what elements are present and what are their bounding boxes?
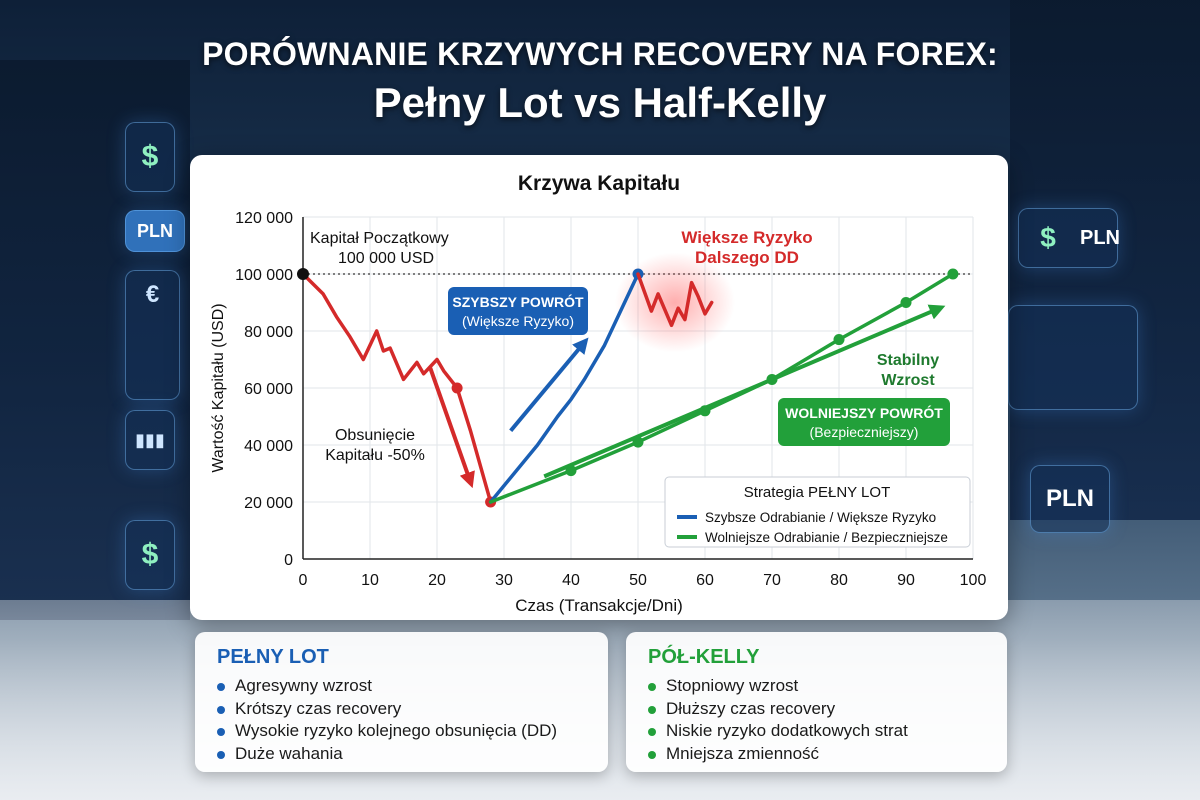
annotation-drawdown: Kapitału -50% — [325, 447, 425, 464]
y-tick-label: 40 000 — [244, 438, 293, 455]
annotation-risk: Większe Ryzyko — [681, 228, 812, 247]
x-tick-label: 90 — [897, 572, 915, 589]
dollar-icon: $ — [141, 538, 159, 571]
annotation-risk: Dalszego DD — [695, 248, 799, 267]
callout-slow-subtitle: (Bezpieczniejszy) — [810, 424, 919, 440]
half-kelly-box: PÓŁ-KELLY Stopniowy wzrost Dłuższy czas … — [626, 632, 1007, 772]
data-point-marker — [947, 268, 959, 280]
background-panel — [1030, 465, 1110, 533]
risk-zone-glow — [614, 252, 735, 353]
start-point-marker — [297, 268, 309, 280]
currency-tag-pln: PLN — [137, 220, 173, 241]
title-line-1: PORÓWNANIE KRZYWYCH RECOVERY NA FOREX: — [202, 36, 998, 72]
annotation-stable: Wzrost — [881, 372, 935, 389]
chart-card: Krzywa Kapitału 0 10 20 30 40 50 60 70 80 90 100 0 20… — [190, 155, 1008, 620]
y-tick-label: 20 000 — [244, 495, 293, 512]
annotation-start: Kapitał Początkowy — [310, 230, 449, 247]
half-kelly-title: PÓŁ-KELLY — [648, 646, 760, 668]
full-lot-list: Agresywny wzrost Krótszy czas recovery W… — [217, 675, 586, 765]
full-lot-title: PEŁNY LOT — [217, 646, 329, 668]
list-item: Mniejsza zmienność — [648, 743, 985, 766]
legend-title: Strategia PEŁNY LOT — [744, 484, 890, 501]
x-tick-label: 50 — [629, 572, 647, 589]
dollar-icon: $ — [1040, 222, 1056, 253]
background-panel — [125, 520, 175, 590]
list-item: Dłuższy czas recovery — [648, 698, 985, 721]
x-tick-label: 0 — [299, 572, 308, 589]
callout-fast-title: SZYBSZY POWRÓT — [452, 293, 584, 310]
callout-fast-box — [448, 287, 588, 335]
y-tick-label: 80 000 — [244, 324, 293, 341]
y-tick-label: 0 — [284, 552, 293, 569]
y-tick-label: 120 000 — [235, 210, 293, 227]
list-item: Krótszy czas recovery — [217, 698, 586, 721]
y-tick-label: 100 000 — [235, 267, 293, 284]
dollar-icon: $ — [141, 140, 159, 173]
page-title: PORÓWNANIE KRZYWYCH RECOVERY NA FOREX: P… — [0, 36, 1200, 127]
background-panel — [125, 410, 175, 470]
euro-icon: € — [145, 281, 160, 308]
legend-box — [664, 476, 971, 548]
currency-tag-pln: PLN — [1046, 485, 1094, 512]
trend-arrow — [543, 304, 946, 479]
list-item: Niskie ryzyko dodatkowych strat — [648, 720, 985, 743]
trend-arrow — [428, 367, 475, 489]
x-tick-label: 10 — [361, 572, 379, 589]
callout-slow-box — [778, 398, 950, 446]
y-axis-label: Wartość Kapitału (USD) — [210, 303, 227, 472]
chart-title: Krzywa Kapitału — [518, 172, 680, 195]
list-item: Wysokie ryzyko kolejnego obsunięcia (DD) — [217, 720, 586, 743]
data-point-marker — [900, 297, 912, 308]
legend-entry-label: Wolniejsze Odrabianie / Bezpieczniejsze — [705, 530, 948, 545]
background-panel — [125, 122, 175, 192]
x-tick-label: 80 — [830, 572, 848, 589]
x-tick-label: 30 — [495, 572, 513, 589]
legend-entry-label: Szybsze Odrabianie / Większe Ryzyko — [705, 510, 936, 525]
background-panel — [1008, 305, 1138, 410]
half-kelly-list: Stopniowy wzrost Dłuższy czas recovery N… — [648, 675, 985, 765]
bar-chart-icon: ▮▮▮ — [135, 429, 165, 450]
currency-tag-pln: PLN — [1080, 226, 1120, 249]
drawdown-line — [301, 272, 493, 504]
x-axis-label: Czas (Transakcje/Dni) — [515, 596, 683, 615]
callout-slow-title: WOLNIEJSZY POWRÓT — [785, 404, 943, 421]
data-point-marker — [833, 334, 845, 346]
annotation-stable: Stabilny — [877, 352, 939, 369]
title-line-2: Pełny Lot vs Half-Kelly — [373, 79, 827, 126]
x-tick-label: 40 — [562, 572, 580, 589]
annotation-start: 100 000 USD — [338, 250, 434, 267]
callout-fast-subtitle: (Większe Ryzyko) — [462, 313, 574, 329]
background-panel — [125, 270, 180, 400]
list-item: Duże wahania — [217, 743, 586, 766]
risk-further-dd-line — [636, 272, 714, 328]
equity-curve-chart: Krzywa Kapitału 0 10 20 30 40 50 60 70 80 90 100 0 20… — [210, 172, 987, 615]
list-item: Agresywny wzrost — [217, 675, 586, 698]
annotation-drawdown: Obsunięcie — [335, 427, 415, 444]
trend-arrow — [509, 337, 589, 433]
background-panel — [1018, 208, 1118, 268]
background-panel — [125, 210, 185, 252]
y-tick-label: 60 000 — [244, 381, 293, 398]
x-tick-label: 70 — [763, 572, 781, 589]
x-tick-label: 20 — [428, 572, 446, 589]
x-tick-label: 60 — [696, 572, 714, 589]
x-tick-label: 100 — [960, 572, 987, 589]
data-point-marker — [451, 382, 463, 394]
list-item: Stopniowy wzrost — [648, 675, 985, 698]
full-lot-box: PEŁNY LOT Agresywny wzrost Krótszy czas … — [195, 632, 608, 772]
full-lot-recovery-line — [488, 272, 640, 504]
